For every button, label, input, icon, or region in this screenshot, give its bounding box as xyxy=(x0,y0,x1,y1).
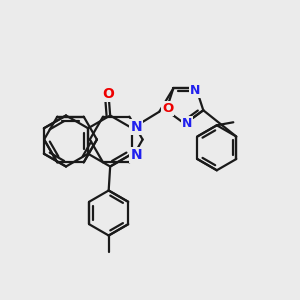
Text: N: N xyxy=(182,117,192,130)
Text: N: N xyxy=(130,120,142,134)
Text: N: N xyxy=(190,84,200,97)
Text: N: N xyxy=(130,148,142,162)
Text: O: O xyxy=(162,102,173,115)
Text: O: O xyxy=(103,87,115,100)
